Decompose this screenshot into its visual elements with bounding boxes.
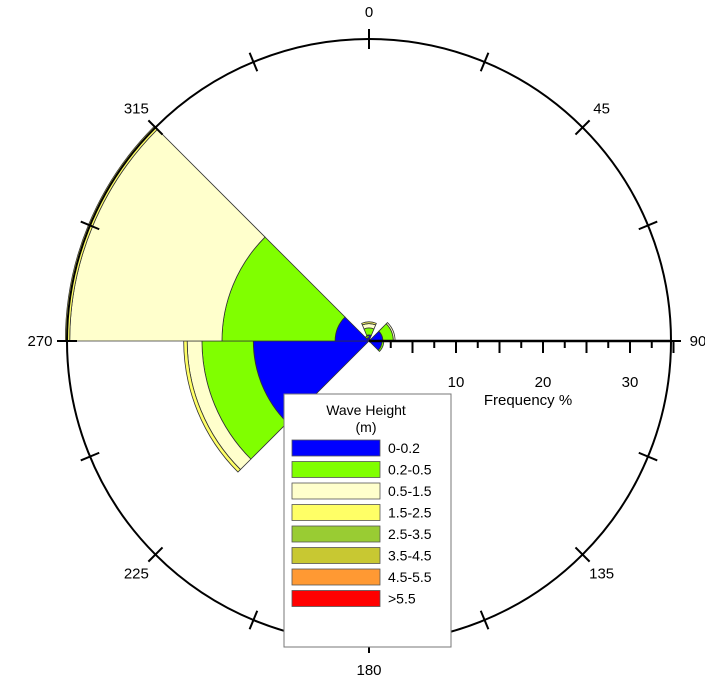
legend-swatch-6 [291,568,381,586]
radial-axis-label: Frequency % [484,392,572,409]
direction-tick [638,220,658,231]
direction-tick [147,546,164,563]
legend-swatch-5 [291,547,381,564]
direction-tick [80,451,100,462]
legend-swatch-3 [291,504,381,521]
direction-tick [80,220,100,231]
legend-label-2: 0.5-1.5 [388,483,432,499]
legend-swatch-4 [291,525,381,543]
direction-tick [248,52,259,72]
direction-tick [574,546,591,563]
rose-segment-0-2-0-5-dir-0 [363,327,375,336]
direction-label-90: 90 [690,333,705,350]
rose-sectors [64,125,396,473]
rose-segment-0-2-0-5-dir-337.5 [364,335,370,340]
legend-title-unit: (m) [356,419,377,435]
legend-title: Wave Height [326,402,406,418]
legend-swatch-0 [291,439,381,457]
legend-label-4: 2.5-3.5 [388,526,432,542]
legend-label-1: 0.2-0.5 [388,462,432,478]
legend-swatch-1 [291,461,381,478]
radial-tick-label: 20 [535,374,552,391]
direction-label-180: 180 [356,662,381,679]
direction-tick [574,119,591,136]
radial-tick-label: 10 [448,374,465,391]
direction-tick [147,119,164,136]
direction-tick [479,52,490,72]
legend-label-0: 0-0.2 [388,440,420,456]
direction-label-135: 135 [589,566,614,583]
direction-label-0: 0 [365,4,373,21]
legend-items: 0-0.2 0.2-0.5 0.5-1.5 1.5-2.5 2.5-3.5 3.5-4.5… [291,439,432,607]
direction-label-315: 315 [124,100,149,117]
direction-labels: 0 45 90 135 180 225 270 315 [27,4,705,679]
legend-label-5: 3.5-4.5 [388,548,432,564]
direction-label-270: 270 [27,333,52,350]
radial-axis: 10 20 30 [369,339,675,391]
legend-label-7: >5.5 [388,591,416,607]
rose-segment-1-5-2-5-dir-0 [361,321,377,326]
legend-label-6: 4.5-5.5 [388,569,432,585]
direction-tick [248,610,259,630]
legend-label-3: 1.5-2.5 [388,505,432,521]
direction-tick [638,451,658,462]
direction-label-225: 225 [124,566,149,583]
legend: Wave Height (m) 0-0.2 0.2-0.5 0.5-1.5 1.5-2… [283,393,452,648]
legend-swatch-7 [291,590,381,607]
radial-tick-label: 30 [622,374,639,391]
direction-tick [479,610,490,630]
direction-label-45: 45 [593,100,610,117]
legend-swatch-2 [291,482,381,500]
